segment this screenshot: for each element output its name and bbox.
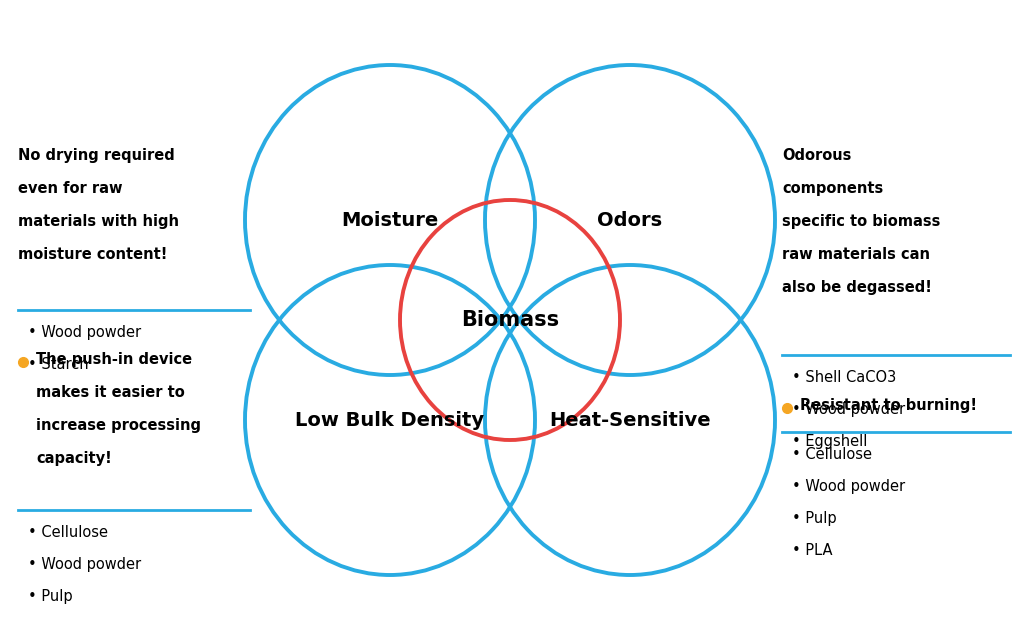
Text: • Wood powder: • Wood powder — [28, 325, 141, 340]
Text: components: components — [782, 181, 884, 196]
Text: • Shell CaCO3: • Shell CaCO3 — [792, 370, 896, 385]
Text: • Wood powder: • Wood powder — [28, 557, 141, 572]
Text: • Cellulose: • Cellulose — [792, 447, 872, 462]
Text: specific to biomass: specific to biomass — [782, 214, 940, 229]
Text: Moisture: Moisture — [341, 211, 438, 230]
Text: also be degassed!: also be degassed! — [782, 280, 932, 295]
Text: Heat-Sensitive: Heat-Sensitive — [549, 410, 711, 429]
Text: materials with high: materials with high — [18, 214, 179, 229]
Text: raw materials can: raw materials can — [782, 247, 930, 262]
Text: Odorous: Odorous — [782, 148, 851, 163]
Text: • Pulp: • Pulp — [792, 511, 837, 526]
Text: No drying required: No drying required — [18, 148, 175, 163]
Text: The push-in device: The push-in device — [36, 352, 193, 367]
Text: capacity!: capacity! — [36, 451, 112, 466]
Text: • Eggshell: • Eggshell — [792, 434, 867, 449]
Text: • Starch: • Starch — [28, 357, 89, 372]
Text: Odors: Odors — [597, 211, 663, 230]
Text: moisture content!: moisture content! — [18, 247, 167, 262]
Text: Low Bulk Density: Low Bulk Density — [296, 410, 484, 429]
Text: • Wood powder: • Wood powder — [792, 402, 905, 417]
Text: • Wood powder: • Wood powder — [792, 479, 905, 494]
Text: makes it easier to: makes it easier to — [36, 385, 184, 400]
Text: even for raw: even for raw — [18, 181, 123, 196]
Text: Biomass: Biomass — [461, 310, 559, 330]
Text: Resistant to burning!: Resistant to burning! — [800, 398, 977, 413]
Text: increase processing: increase processing — [36, 418, 201, 433]
Text: • Cellulose: • Cellulose — [28, 525, 108, 540]
Text: • PLA: • PLA — [792, 543, 833, 558]
Text: • Pulp: • Pulp — [28, 589, 73, 604]
